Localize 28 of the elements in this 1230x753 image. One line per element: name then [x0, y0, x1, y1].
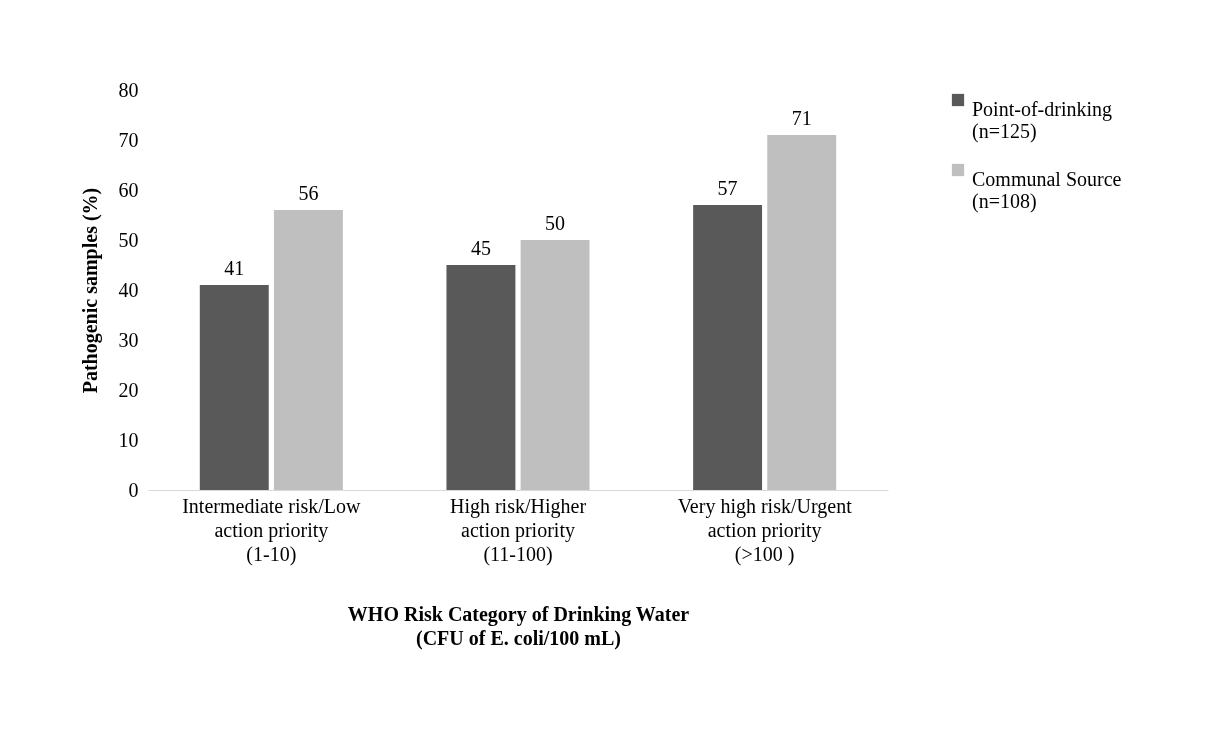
bar: [693, 205, 763, 490]
bar: [520, 240, 590, 490]
data-label: 41: [224, 257, 245, 279]
legend-label: Communal Source (n=108): [972, 168, 1122, 213]
y-tick-label: 40: [118, 278, 139, 301]
data-label: 57: [717, 177, 738, 199]
y-tick-label: 30: [118, 328, 139, 351]
x-axis-title: WHO Risk Category of Drinking Water (CFU of E. coli/100 mL): [347, 602, 690, 650]
bar: [767, 135, 837, 490]
legend-label: Point-of-drinking (n=125): [972, 98, 1112, 143]
bar: [273, 210, 343, 490]
x-tick-label: High risk/Higher action priority (11-100): [449, 494, 587, 566]
x-tick-label: Very high risk/Urgent action priority (>100 ): [677, 494, 853, 566]
data-label: 56: [298, 182, 319, 204]
y-axis-title: Pathogenic samples (%): [78, 187, 102, 394]
bar: [199, 285, 269, 490]
y-tick-label: 50: [118, 228, 139, 251]
bar: [446, 265, 516, 490]
y-tick-label: 20: [118, 378, 139, 401]
data-label: 45: [470, 237, 491, 259]
y-tick-label: 70: [118, 128, 139, 151]
data-label: 50: [545, 212, 566, 234]
x-tick-label: Intermediate risk/Low action priority (1-10): [182, 494, 362, 566]
y-tick-label: 80: [118, 78, 139, 101]
y-tick-label: 10: [118, 428, 139, 451]
y-tick-label: 0: [128, 478, 139, 501]
data-label: 71: [791, 107, 812, 129]
y-tick-label: 60: [118, 178, 139, 201]
